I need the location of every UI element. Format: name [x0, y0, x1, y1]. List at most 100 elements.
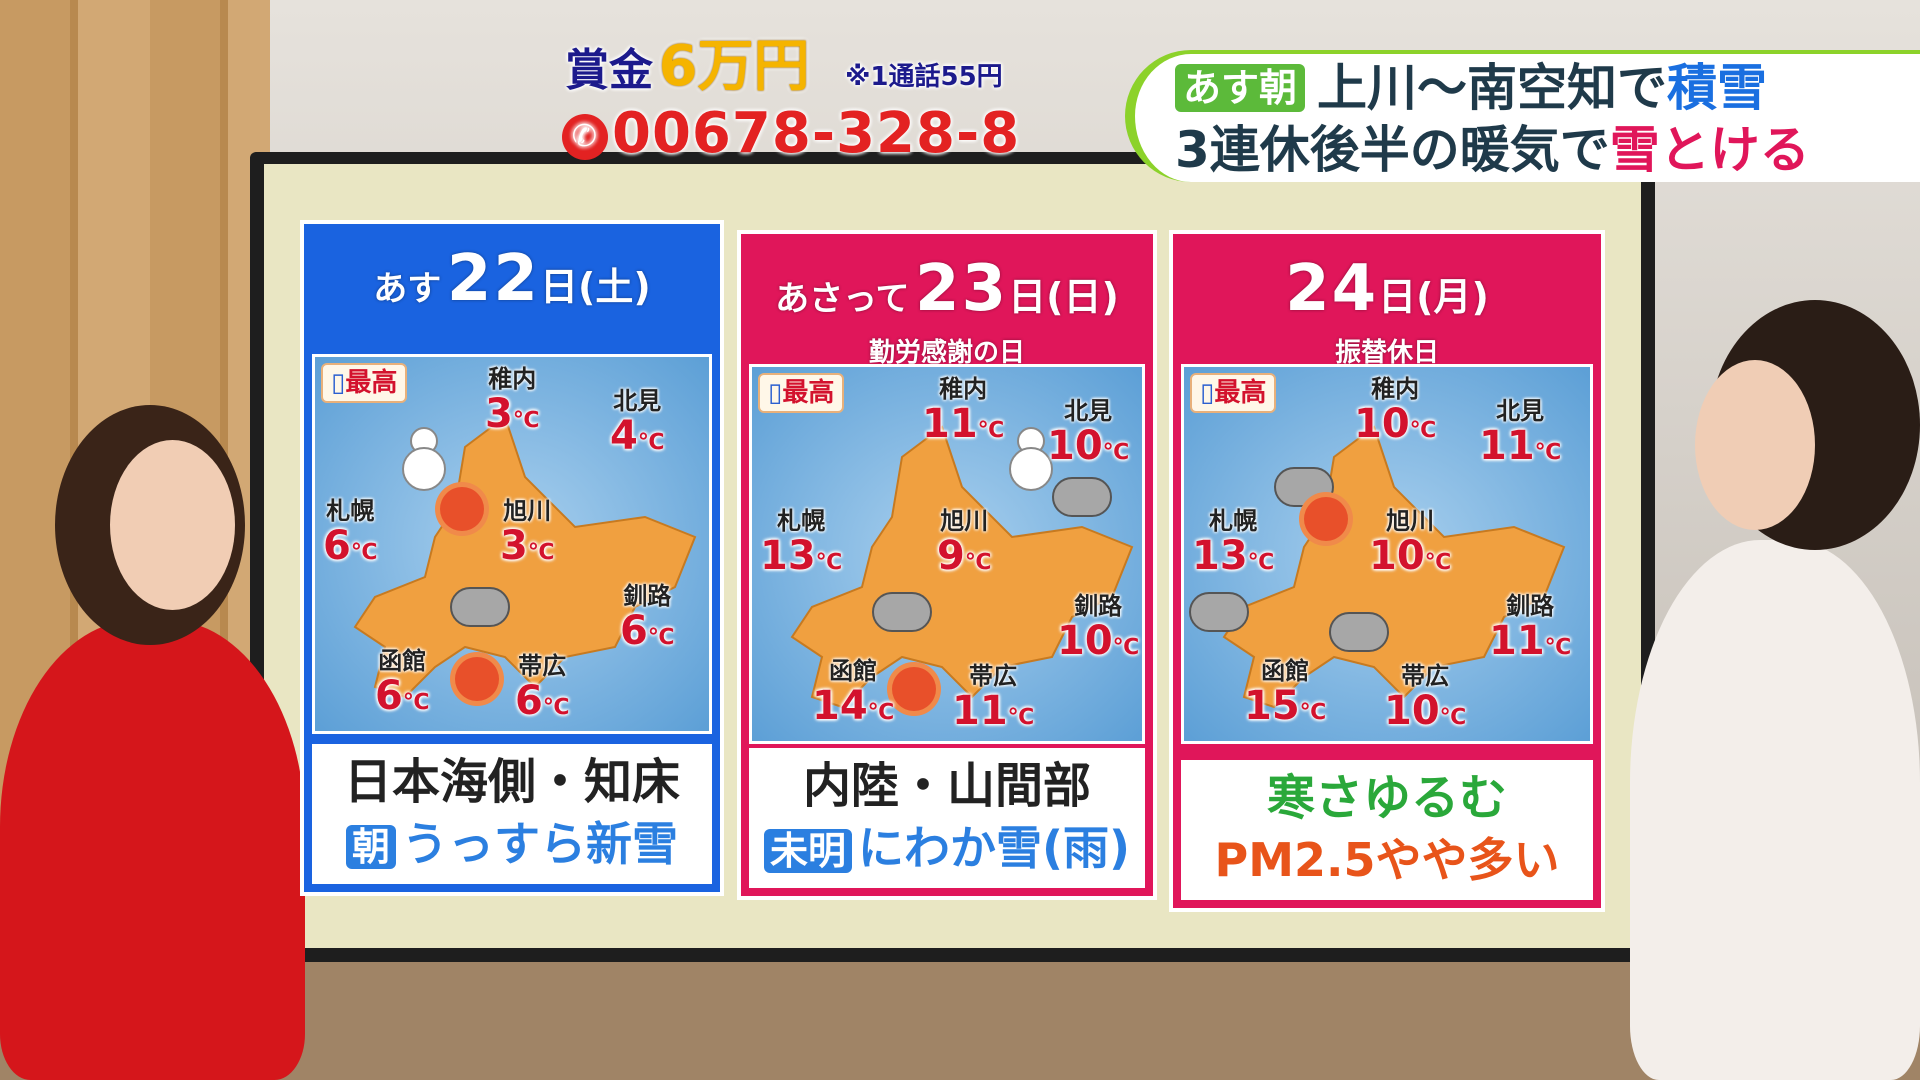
forecast-panel-23: あさって 23日(日) 勤労感謝の日 ▯最高 稚内 11℃ 札幌 13℃ 旭川 9℃ 北見 10… — [737, 230, 1157, 900]
phone-number-text: 00678-328-8 — [612, 101, 1021, 166]
city-temp: 旭川 9℃ — [937, 507, 991, 584]
city-name: 函館 — [829, 657, 878, 685]
temperature-value: 6 — [323, 523, 351, 569]
city-name: 旭川 — [940, 507, 989, 535]
presenter-right — [1630, 540, 1920, 1080]
studio-floor — [0, 960, 1920, 1080]
city-temp: 北見 10℃ — [1047, 397, 1129, 474]
city-name: 帯広 — [518, 652, 567, 680]
hokkaido-map: ▯最高 稚内 11℃ 札幌 13℃ 旭川 9℃ 北見 10℃ 釧路 10℃ 函館 14℃ 帯広 11℃ — [749, 364, 1145, 744]
temperature-value: 11 — [1479, 423, 1535, 469]
temperature-value: 3 — [500, 523, 528, 569]
day-number: 23 — [915, 252, 1009, 326]
city-name: 旭川 — [1386, 507, 1435, 535]
temperature-unit: ℃ — [1424, 550, 1452, 575]
hokkaido-map: ▯最高 稚内 10℃ 札幌 13℃ 旭川 10℃ 北見 11℃ 釧路 11℃ 函館 15℃ 帯広 10℃ — [1181, 364, 1593, 744]
max-temp-label: 最高 — [1214, 378, 1267, 408]
summary-weather: にわか雪(雨) — [857, 821, 1131, 875]
temperature-value: 9 — [937, 533, 965, 579]
temperature-value: 3 — [485, 391, 513, 437]
temperature-unit: ℃ — [1007, 705, 1035, 730]
cloud-icon — [450, 587, 510, 627]
headline-highlight1: 積雪 — [1667, 59, 1768, 117]
day-of-week: (土) — [577, 265, 651, 309]
summary-weather: うっすら新雪 — [402, 817, 678, 871]
prize-amount: 6万円 — [658, 34, 810, 99]
city-name: 旭川 — [503, 497, 552, 525]
headline-highlight2: 雪とける — [1609, 121, 1810, 179]
city-temp: 札幌 6℃ — [323, 497, 377, 574]
day-prefix: あす — [373, 269, 442, 309]
forecast-panel-24: 24日(月) 振替休日 ▯最高 稚内 10℃ 札幌 13℃ 旭川 10℃ 北見 11℃ 釧路 11℃… — [1169, 230, 1605, 912]
temperature-value: 6 — [375, 673, 403, 719]
temperature-unit: ℃ — [637, 430, 665, 455]
summary-time-badge: 未明 — [763, 829, 852, 873]
day-prefix: あさって — [775, 279, 910, 319]
sun-icon — [440, 487, 484, 531]
city-temp: 釧路 11℃ — [1489, 592, 1571, 669]
city-temp: 北見 11℃ — [1479, 397, 1561, 474]
day-of-week: (月) — [1416, 275, 1489, 319]
phone-icon: ✆ — [562, 114, 608, 160]
summary-line2: PM2.5やや多い — [1214, 833, 1560, 887]
headline-tag: あす朝 — [1175, 64, 1306, 112]
cloud-icon — [1329, 612, 1389, 652]
temperature-unit: ℃ — [1112, 635, 1140, 660]
holiday-name: 振替休日 — [1334, 338, 1439, 368]
panel-header: あす 22日(土) — [304, 224, 720, 354]
temperature-value: 10 — [1354, 401, 1410, 447]
temperature-value: 15 — [1244, 683, 1300, 729]
phone-number: ✆ 00678-328-8 — [562, 104, 1020, 164]
presenter-right-face — [1695, 360, 1815, 530]
temperature-unit: ℃ — [1247, 550, 1275, 575]
temperature-unit: ℃ — [1409, 418, 1437, 443]
city-name: 帯広 — [969, 662, 1018, 690]
sun-icon — [892, 667, 936, 711]
day-number: 22 — [446, 242, 540, 316]
city-temp: 釧路 10℃ — [1057, 592, 1139, 669]
city-name: 釧路 — [1506, 592, 1555, 620]
snowman-icon — [400, 427, 446, 491]
holiday-name: 勤労感謝の日 — [868, 338, 1025, 368]
hokkaido-shape — [353, 415, 697, 699]
temperature-value: 10 — [1047, 423, 1103, 469]
temperature-value: 10 — [1057, 618, 1113, 664]
city-temp: 稚内 11℃ — [922, 375, 1004, 452]
presenter-left — [0, 620, 305, 1080]
temperature-value: 11 — [922, 401, 978, 447]
temperature-unit: ℃ — [1534, 440, 1562, 465]
temperature-unit: ℃ — [350, 540, 378, 565]
temperature-value: 4 — [610, 413, 638, 459]
temperature-unit: ℃ — [977, 418, 1005, 443]
temperature-unit: ℃ — [815, 550, 843, 575]
city-temp: 稚内 3℃ — [485, 365, 539, 442]
panel-header: あさって 23日(日) 勤労感謝の日 — [741, 234, 1153, 368]
temperature-unit: ℃ — [1299, 700, 1327, 725]
thermometer-icon: ▯ — [1200, 378, 1215, 408]
temperature-value: 14 — [812, 683, 868, 729]
day-suffix: 日 — [1378, 275, 1417, 319]
hokkaido-map: ▯最高 稚内 3℃ 北見 4℃ 札幌 6℃ 旭川 3℃ 釧路 6℃ 函館 6℃ 帯広 6℃ — [312, 354, 712, 734]
temperature-value: 6 — [620, 608, 648, 654]
day-number: 24 — [1285, 252, 1379, 326]
temperature-value: 11 — [1489, 618, 1545, 664]
city-name: 札幌 — [326, 497, 375, 525]
city-name: 札幌 — [777, 507, 826, 535]
headline-line1: 上川〜南空知で — [1317, 59, 1668, 117]
city-temp: 函館 6℃ — [375, 647, 429, 724]
city-name: 稚内 — [488, 365, 537, 393]
call-fee-note: ※1通話55円 — [845, 62, 1003, 92]
sun-icon — [1304, 497, 1348, 541]
city-name: 函館 — [1261, 657, 1310, 685]
city-temp: 旭川 10℃ — [1369, 507, 1451, 584]
temperature-value: 10 — [1369, 533, 1425, 579]
cloud-icon — [1052, 477, 1112, 517]
max-temp-badge: ▯最高 — [321, 363, 408, 403]
panel-header: 24日(月) 振替休日 — [1173, 234, 1601, 368]
temperature-unit: ℃ — [964, 550, 992, 575]
hokkaido-shape — [1222, 425, 1566, 709]
city-name: 札幌 — [1209, 507, 1258, 535]
city-temp: 稚内 10℃ — [1354, 375, 1436, 452]
city-temp: 札幌 13℃ — [1192, 507, 1274, 584]
headline-line2: 3連休後半の暖気で — [1175, 121, 1610, 179]
